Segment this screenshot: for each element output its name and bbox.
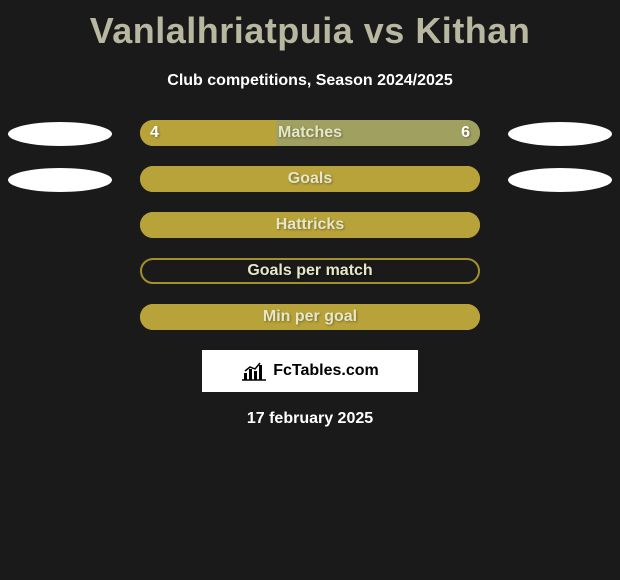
footer-date: 17 february 2025	[0, 410, 620, 428]
page-title: Vanlalhriatpuia vs Kithan	[0, 0, 620, 52]
stat-value-right: 6	[461, 120, 470, 146]
bar-left-fill	[140, 212, 480, 238]
comparison-chart: Matches46GoalsHattricksGoals per matchMi…	[0, 120, 620, 330]
stat-row-goals: Goals	[0, 166, 620, 192]
player-right-ellipse	[508, 122, 612, 146]
bar-chart-icon	[241, 361, 267, 381]
bar-left-fill	[140, 304, 480, 330]
stat-row-matches: Matches46	[0, 120, 620, 146]
player-left-ellipse	[8, 122, 112, 146]
bar-right-fill	[276, 120, 480, 146]
bar-left-fill	[140, 166, 480, 192]
bar-track	[140, 258, 480, 284]
player-right-ellipse	[508, 168, 612, 192]
bar-track	[140, 304, 480, 330]
stat-row-goals_per_match: Goals per match	[0, 258, 620, 284]
stat-row-min_per_goal: Min per goal	[0, 304, 620, 330]
stat-value-left: 4	[150, 120, 159, 146]
bar-track	[140, 166, 480, 192]
logo-text: FcTables.com	[273, 362, 379, 380]
player-left-ellipse	[8, 168, 112, 192]
bar-track	[140, 212, 480, 238]
bar-track	[140, 120, 480, 146]
stat-row-hattricks: Hattricks	[0, 212, 620, 238]
fctables-logo: FcTables.com	[202, 350, 418, 392]
bar-left-fill	[140, 120, 276, 146]
subtitle: Club competitions, Season 2024/2025	[0, 72, 620, 90]
